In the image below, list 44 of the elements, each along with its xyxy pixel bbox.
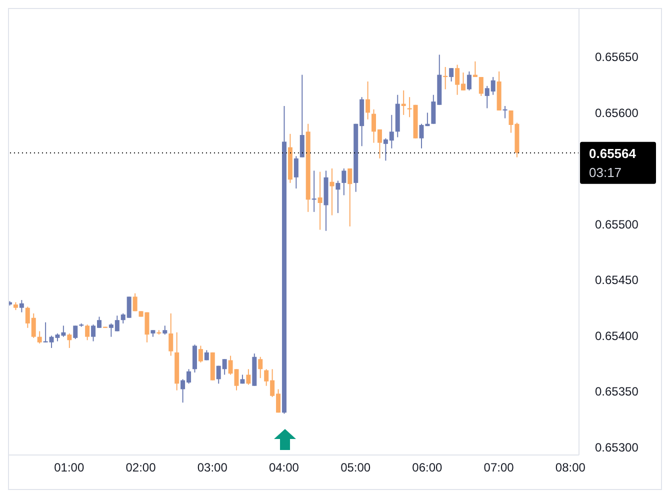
- x-tick-label: 02:00: [126, 460, 156, 475]
- candlestick: [502, 106, 508, 119]
- x-tick-label: 05:00: [340, 460, 371, 475]
- candlestick: [67, 332, 72, 348]
- y-tick-label: 0.65650: [595, 50, 639, 64]
- x-tick-label: 03:00: [197, 460, 228, 475]
- candlestick: [73, 325, 78, 340]
- ref-line-label: 0.65564: [589, 146, 637, 161]
- candlestick: [198, 345, 203, 363]
- y-tick-label: 0.65300: [595, 440, 639, 454]
- candlestick: [300, 74, 304, 158]
- x-tick-label: 08:00: [555, 460, 586, 475]
- candlestick: [401, 90, 406, 116]
- candlestick: [294, 156, 298, 190]
- y-tick-label: 0.65500: [595, 217, 639, 232]
- candlestick: [336, 180, 340, 214]
- candlestick: [192, 344, 197, 373]
- candlestick: [449, 68, 454, 82]
- y-tick-label: 0.65450: [595, 273, 639, 288]
- candlestick: [312, 170, 316, 212]
- candlestick: [168, 312, 174, 356]
- candlestick: [443, 66, 448, 90]
- x-tick-label: 04:00: [268, 460, 300, 475]
- x-tick-label: 06:00: [412, 460, 443, 475]
- candlestick: [342, 168, 346, 196]
- candlestick: [37, 330, 42, 344]
- candlestick: [478, 76, 484, 96]
- x-tick-label: 07:00: [484, 460, 514, 475]
- candlestick: [472, 60, 478, 78]
- candlestick: [85, 324, 90, 341]
- candlestick: [366, 80, 370, 120]
- y-tick-label: 0.65400: [595, 328, 639, 343]
- candlestick: [19, 300, 24, 313]
- y-tick-label: 0.65600: [595, 106, 639, 120]
- candlestick: [258, 356, 263, 379]
- candlestick: [348, 168, 352, 227]
- y-tick-label: 0.65350: [595, 384, 639, 399]
- x-tick-label: 01:00: [54, 460, 84, 475]
- candlestick: [466, 70, 472, 91]
- candlestick: [132, 292, 138, 312]
- candlestick: [330, 168, 334, 216]
- candlestick: [246, 368, 251, 386]
- text: 03:17: [589, 164, 622, 180]
- candlestick: [318, 171, 322, 230]
